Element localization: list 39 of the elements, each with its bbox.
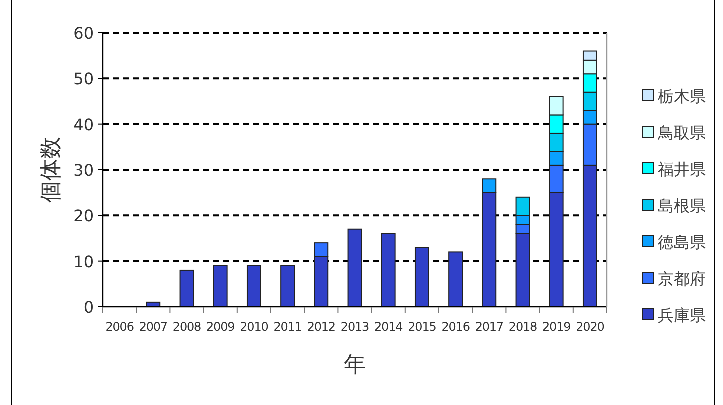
x-tick-label: 2017 bbox=[475, 320, 504, 334]
y-tick-label: 30 bbox=[74, 161, 94, 180]
y-tick-label: 0 bbox=[84, 298, 94, 317]
y-tick-label: 10 bbox=[74, 252, 94, 272]
bar bbox=[414, 247, 430, 308]
y-tick-label: 40 bbox=[74, 115, 94, 134]
x-tick-label: 2016 bbox=[442, 320, 470, 334]
bar bbox=[213, 265, 228, 308]
x-axis-title: 年 bbox=[344, 353, 366, 378]
legend-label: 福井県 bbox=[658, 160, 706, 179]
x-tick-label: 2018 bbox=[508, 320, 538, 334]
x-tick-label: 2011 bbox=[274, 320, 302, 334]
legend-label: 島根県 bbox=[658, 196, 706, 216]
bar bbox=[246, 265, 262, 308]
x-tick-label: 2019 bbox=[542, 320, 571, 334]
x-tick-label: 2008 bbox=[172, 320, 202, 334]
x-tick-label: 2020 bbox=[576, 320, 604, 334]
x-tick-label: 2012 bbox=[307, 320, 336, 334]
legend-label: 京都府 bbox=[658, 270, 706, 288]
y-axis-title: 個体数 bbox=[39, 137, 64, 203]
x-tick-label: 2007 bbox=[139, 320, 168, 334]
x-tick-label: 2009 bbox=[206, 320, 235, 334]
bar bbox=[381, 233, 396, 308]
x-tick-label: 2013 bbox=[340, 320, 370, 334]
y-tick-label: 50 bbox=[74, 70, 94, 89]
legend-label: 徳島県 bbox=[658, 233, 706, 252]
y-tick-label: 20 bbox=[74, 206, 94, 226]
legend-label: 兵庫県 bbox=[658, 306, 706, 325]
bar bbox=[448, 252, 464, 308]
legend-label: 栃木県 bbox=[658, 87, 706, 106]
x-tick-label: 2006 bbox=[106, 320, 134, 334]
legend-label: 鳥取県 bbox=[657, 124, 706, 142]
x-tick-label: 2014 bbox=[374, 320, 403, 334]
bar bbox=[180, 270, 194, 308]
x-tick-label: 2010 bbox=[240, 320, 268, 334]
bar bbox=[348, 228, 362, 308]
bar bbox=[280, 265, 296, 308]
x-tick-label: 2015 bbox=[408, 320, 436, 334]
y-tick-label: 60 bbox=[74, 24, 94, 43]
